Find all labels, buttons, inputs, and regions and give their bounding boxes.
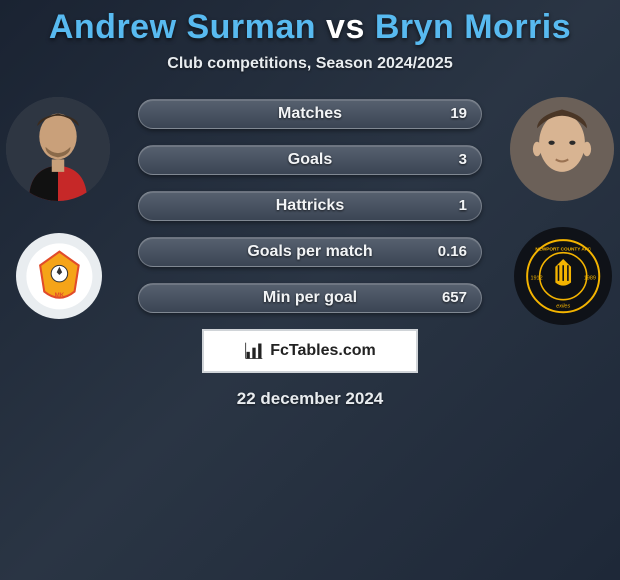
vs-text: vs (326, 8, 365, 46)
stat-row-min-per-goal: Min per goal 657 (138, 283, 482, 313)
player1-name: Andrew Surman (49, 8, 316, 46)
newport-county-badge-icon: NEWPORT COUNTY AFC exiles 1912 1989 (524, 237, 602, 315)
stat-row-hattricks: Hattricks 1 (138, 191, 482, 221)
brand-text: FcTables.com (270, 342, 376, 360)
svg-text:NEWPORT COUNTY AFC: NEWPORT COUNTY AFC (535, 246, 591, 251)
stat-right-value: 3 (459, 146, 467, 174)
stat-label: Goals (139, 146, 481, 174)
player1-avatar (6, 97, 110, 201)
subtitle: Club competitions, Season 2024/2025 (0, 55, 620, 73)
content: MK NEWPORT COUNTY AFC exiles 1912 1989 M… (0, 97, 620, 409)
stats-bars: Matches 19 Goals 3 Hattricks 1 Goals per… (138, 97, 482, 313)
stat-right-value: 657 (442, 284, 467, 312)
footer-date: 22 december 2024 (0, 389, 620, 409)
header: Andrew Surman vs Bryn Morris Club compet… (0, 0, 620, 73)
player1-club-badge: MK (16, 233, 102, 319)
stat-right-value: 1 (459, 192, 467, 220)
mk-dons-badge-icon: MK (25, 242, 94, 311)
player2-avatar (510, 97, 614, 201)
stat-row-matches: Matches 19 (138, 99, 482, 129)
brand-box: FcTables.com (202, 329, 418, 373)
stat-right-value: 0.16 (438, 238, 467, 266)
stat-right-value: 19 (450, 100, 467, 128)
stat-row-goals-per-match: Goals per match 0.16 (138, 237, 482, 267)
player2-name: Bryn Morris (375, 8, 571, 46)
svg-text:1912: 1912 (530, 275, 542, 281)
svg-text:1989: 1989 (584, 275, 596, 281)
comparison-title: Andrew Surman vs Bryn Morris (0, 8, 620, 47)
svg-text:exiles: exiles (556, 303, 570, 309)
stat-label: Goals per match (139, 238, 481, 266)
bar-chart-icon (244, 341, 264, 361)
stat-label: Hattricks (139, 192, 481, 220)
stat-label: Matches (139, 100, 481, 128)
player1-avatar-svg (6, 97, 110, 201)
svg-text:MK: MK (54, 292, 64, 299)
stat-row-goals: Goals 3 (138, 145, 482, 175)
stat-label: Min per goal (139, 284, 481, 312)
player2-avatar-svg (510, 97, 614, 201)
player2-club-badge: NEWPORT COUNTY AFC exiles 1912 1989 (514, 227, 612, 325)
